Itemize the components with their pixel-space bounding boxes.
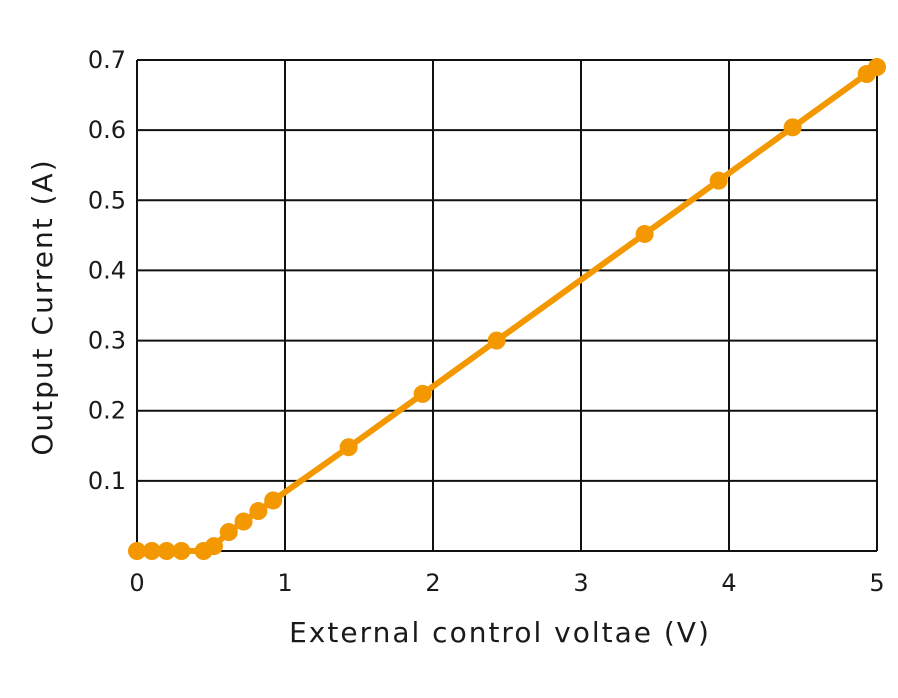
data-point [783,118,802,137]
data-point [264,491,283,510]
x-tick-label: 3 [573,569,588,597]
x-tick-label: 5 [869,569,884,597]
x-axis-ticks: 0 1 2 3 4 5 [129,569,884,597]
data-point [487,331,506,350]
data-point [219,523,238,542]
data-point [128,542,146,560]
data-point [142,542,161,560]
y-tick-label: 0.6 [88,116,126,144]
data-point [172,542,191,560]
data-point [249,502,268,521]
data-point [204,537,223,556]
data-point [234,512,253,531]
y-axis-ticks: 0.1 0.2 0.3 0.4 0.5 0.6 0.7 [88,46,126,495]
series [128,58,886,560]
series-line [134,64,880,554]
y-tick-label: 0.4 [88,256,126,284]
x-tick-label: 1 [277,569,292,597]
y-tick-label: 0.3 [88,327,126,355]
data-point [339,438,358,457]
data-point [157,542,176,560]
y-tick-label: 0.2 [88,397,126,425]
x-tick-label: 4 [721,569,736,597]
data-point [413,384,432,403]
y-tick-label: 0.7 [88,46,126,74]
y-tick-label: 0.5 [88,186,126,214]
data-point [709,171,728,190]
data-point [635,224,654,243]
grid [136,59,878,552]
y-axis-label: Output Current (A) [26,158,59,455]
y-tick-label: 0.1 [88,467,126,495]
x-tick-label: 2 [425,569,440,597]
x-tick-label: 0 [129,569,144,597]
data-point [868,58,886,77]
x-axis-label: External control voltae (V) [289,616,711,649]
